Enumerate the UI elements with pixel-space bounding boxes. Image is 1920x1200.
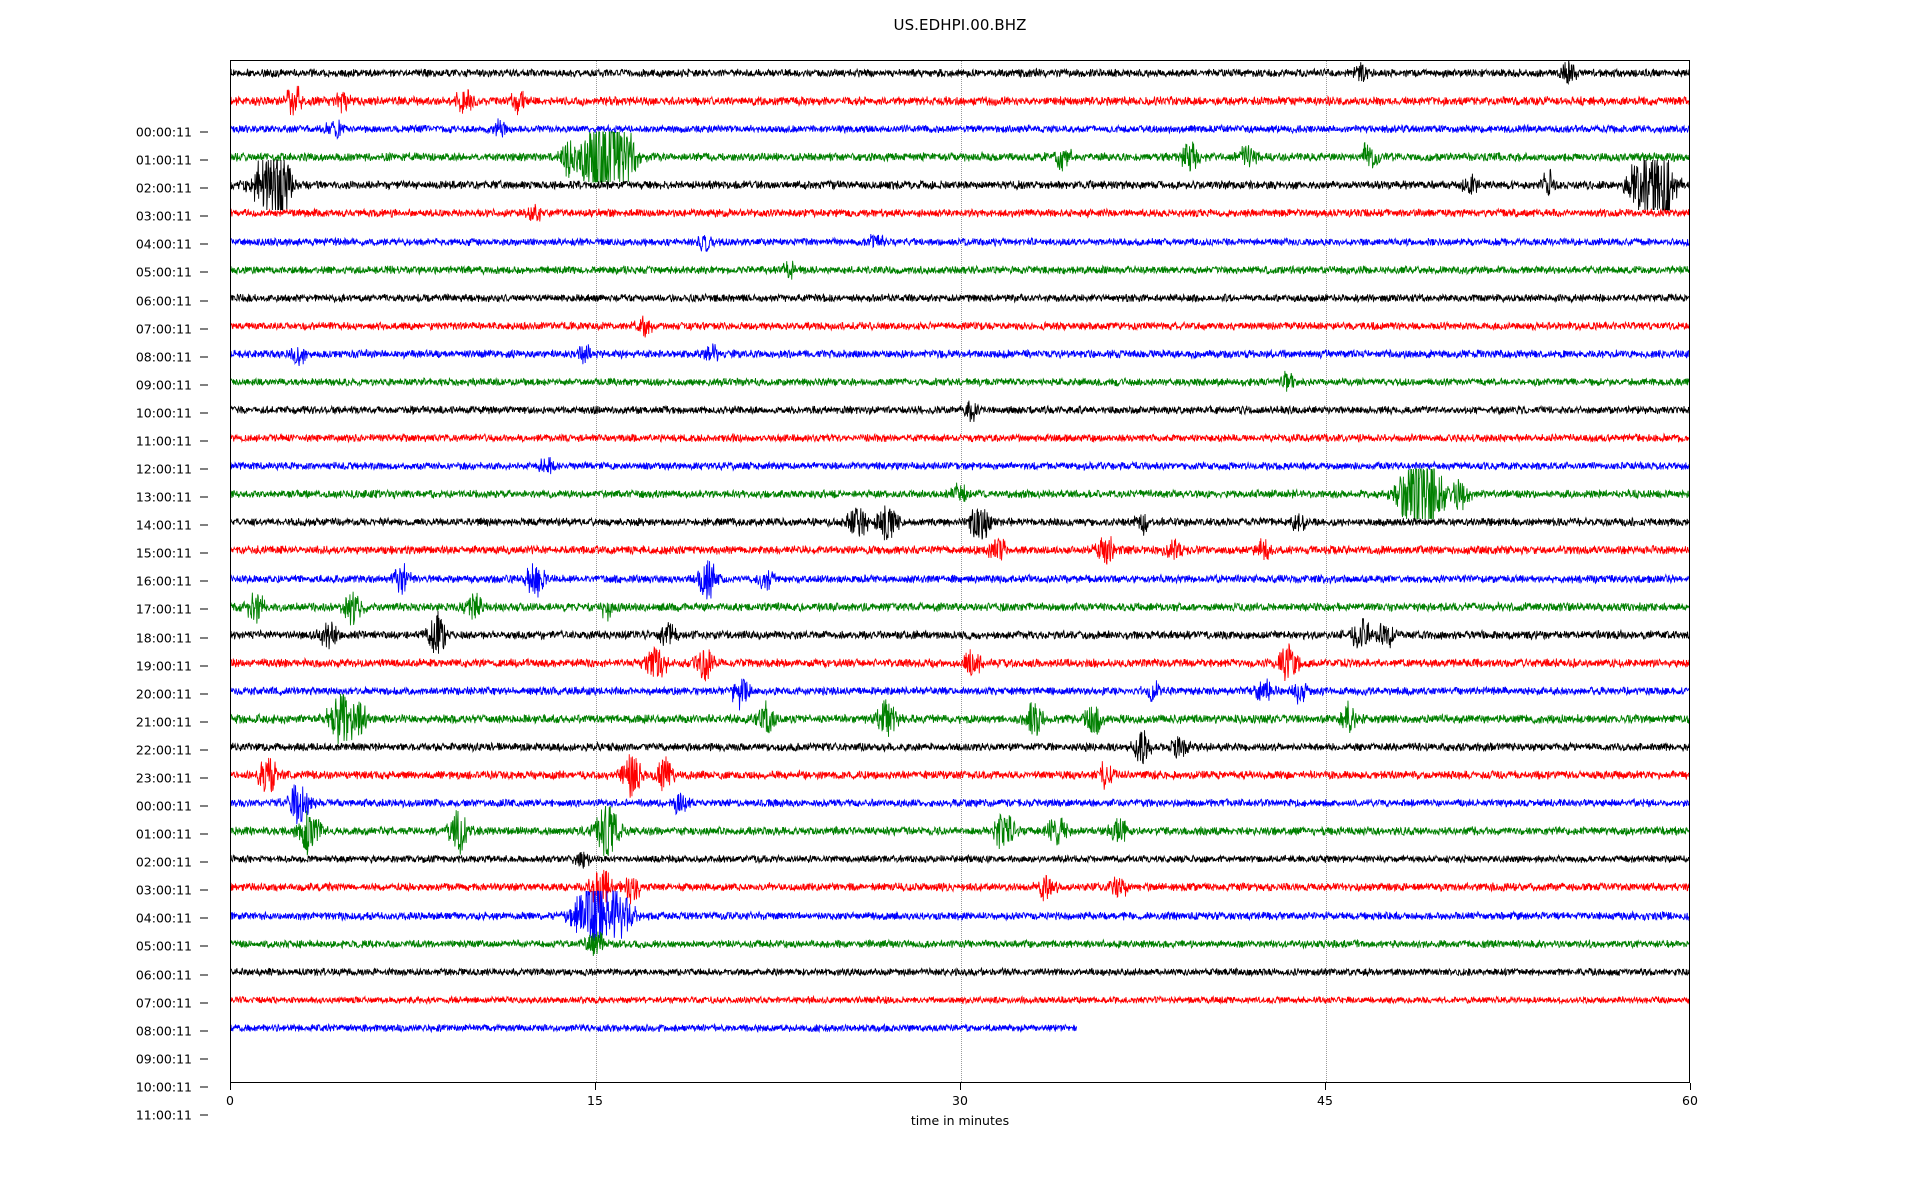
y-tick-label-row-18: 18:00:11 [136, 630, 192, 645]
y-tick-mark-row-33 [200, 1058, 208, 1059]
x-tick-label: 45 [1317, 1093, 1333, 1108]
y-tick-label-row-29: 05:00:11 [136, 939, 192, 954]
y-tick-label-row-2: 02:00:11 [136, 181, 192, 196]
y-tick-label-row-25: 01:00:11 [136, 827, 192, 842]
y-tick-mark-row-27 [200, 890, 208, 891]
y-tick-mark-row-13 [200, 497, 208, 498]
y-tick-label-row-17: 17:00:11 [136, 602, 192, 617]
y-tick-mark-row-3 [200, 216, 208, 217]
y-tick-label-row-20: 20:00:11 [136, 686, 192, 701]
y-tick-mark-row-31 [200, 1002, 208, 1003]
y-tick-mark-row-19 [200, 665, 208, 666]
y-tick-label-row-32: 08:00:11 [136, 1023, 192, 1038]
y-tick-label-row-34: 10:00:11 [136, 1079, 192, 1094]
y-tick-label-row-14: 14:00:11 [136, 518, 192, 533]
y-tick-mark-row-7 [200, 328, 208, 329]
y-tick-label-row-28: 04:00:11 [136, 911, 192, 926]
y-tick-mark-row-25 [200, 834, 208, 835]
y-tick-label-row-12: 12:00:11 [136, 462, 192, 477]
y-tick-label-row-5: 05:00:11 [136, 265, 192, 280]
x-tick-mark-30 [960, 1083, 961, 1090]
y-tick-label-row-24: 00:00:11 [136, 799, 192, 814]
waveform-traces [231, 61, 1689, 1082]
y-tick-mark-row-9 [200, 384, 208, 385]
y-tick-label-row-19: 19:00:11 [136, 658, 192, 673]
chart-title: US.EDHPI.00.BHZ [0, 16, 1920, 34]
x-axis-label: time in minutes [230, 1113, 1690, 1128]
y-tick-mark-row-20 [200, 693, 208, 694]
x-tick-label: 30 [952, 1093, 968, 1108]
y-tick-mark-row-28 [200, 918, 208, 919]
y-tick-mark-row-11 [200, 440, 208, 441]
y-tick-label-row-33: 09:00:11 [136, 1051, 192, 1066]
y-tick-label-row-23: 23:00:11 [136, 770, 192, 785]
y-tick-mark-row-10 [200, 412, 208, 413]
y-tick-label-row-6: 06:00:11 [136, 293, 192, 308]
y-tick-mark-row-26 [200, 862, 208, 863]
y-tick-label-row-27: 03:00:11 [136, 883, 192, 898]
y-tick-label-row-22: 22:00:11 [136, 742, 192, 757]
y-tick-label-row-16: 16:00:11 [136, 574, 192, 589]
y-tick-mark-row-34 [200, 1086, 208, 1087]
y-tick-mark-row-8 [200, 356, 208, 357]
y-tick-label-row-31: 07:00:11 [136, 995, 192, 1010]
y-tick-mark-row-12 [200, 469, 208, 470]
y-tick-mark-row-4 [200, 244, 208, 245]
x-tick-mark-15 [595, 1083, 596, 1090]
y-tick-mark-row-16 [200, 581, 208, 582]
y-tick-mark-row-15 [200, 553, 208, 554]
y-tick-mark-row-35 [200, 1115, 208, 1116]
y-tick-label-row-21: 21:00:11 [136, 714, 192, 729]
seismogram-day-plot: US.EDHPI.00.BHZ 00:00:11 01:00:11 02:00:11… [0, 0, 1920, 1200]
x-tick-mark-60 [1690, 1083, 1691, 1090]
y-tick-label-row-26: 02:00:11 [136, 855, 192, 870]
y-tick-label-row-11: 11:00:11 [136, 433, 192, 448]
plot-area [230, 60, 1690, 1083]
y-tick-mark-row-23 [200, 777, 208, 778]
y-tick-mark-row-18 [200, 637, 208, 638]
x-tick-mark-0 [230, 1083, 231, 1090]
y-tick-mark-row-0 [200, 132, 208, 133]
y-tick-label-row-0: 00:00:11 [136, 125, 192, 140]
waveform-path [231, 1024, 1077, 1032]
y-tick-label-row-3: 03:00:11 [136, 209, 192, 224]
y-tick-label-row-4: 04:00:11 [136, 237, 192, 252]
y-tick-label-row-8: 08:00:11 [136, 349, 192, 364]
y-tick-mark-row-30 [200, 974, 208, 975]
x-tick-label: 60 [1682, 1093, 1698, 1108]
y-tick-mark-row-1 [200, 160, 208, 161]
y-tick-mark-row-6 [200, 300, 208, 301]
y-tick-label-row-10: 10:00:11 [136, 405, 192, 420]
y-tick-label-row-9: 09:00:11 [136, 377, 192, 392]
y-axis-tick-labels: 00:00:11 01:00:11 02:00:11 03:00:11 04:00:11… [0, 60, 230, 1083]
y-tick-mark-row-17 [200, 609, 208, 610]
x-tick-label: 0 [226, 1093, 234, 1108]
y-tick-label-row-35: 11:00:11 [136, 1108, 192, 1123]
y-tick-label-row-30: 06:00:11 [136, 967, 192, 982]
y-tick-label-row-7: 07:00:11 [136, 321, 192, 336]
y-tick-mark-row-14 [200, 525, 208, 526]
y-tick-label-row-13: 13:00:11 [136, 490, 192, 505]
y-tick-mark-row-2 [200, 188, 208, 189]
y-tick-mark-row-29 [200, 946, 208, 947]
y-tick-mark-row-24 [200, 806, 208, 807]
x-tick-label: 15 [587, 1093, 603, 1108]
y-tick-label-row-15: 15:00:11 [136, 546, 192, 561]
x-tick-mark-45 [1325, 1083, 1326, 1090]
y-tick-mark-row-32 [200, 1030, 208, 1031]
y-tick-mark-row-5 [200, 272, 208, 273]
y-tick-label-row-1: 01:00:11 [136, 153, 192, 168]
y-tick-mark-row-21 [200, 721, 208, 722]
y-tick-mark-row-22 [200, 749, 208, 750]
